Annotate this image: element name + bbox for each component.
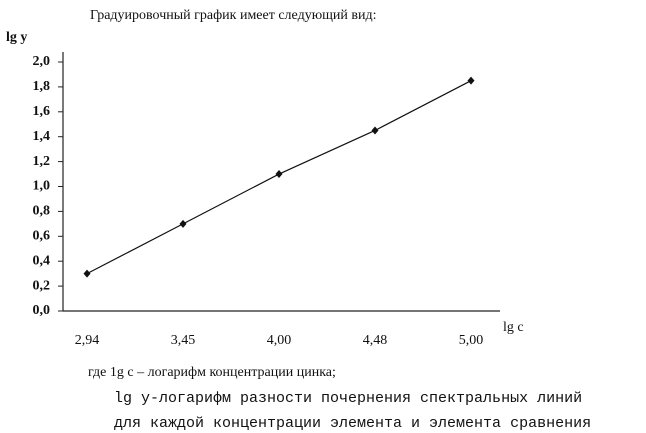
y-tick-label: 0,4 [33,253,51,268]
x-tick-label: 4,00 [267,333,292,348]
y-tick-label: 1,0 [33,179,51,194]
y-tick-label: 0,0 [33,303,51,318]
marker [468,77,475,85]
x-tick-label: 3,45 [171,333,196,348]
x-axis-label: lg c [503,320,524,335]
note: для каждой концентрации элемента и элеме… [114,415,591,432]
x-tick-label: 5,00 [459,333,484,348]
y-tick-label: 0,2 [33,278,51,293]
y-tick-label: 1,6 [33,104,51,119]
y-tick-label: 1,4 [33,129,51,144]
note: где 1g c – логарифм концентрации цинка; [88,365,336,380]
page: Градуировочный график имеет следующий ви… [0,0,646,433]
y-tick-label: 1,8 [33,79,51,94]
y-tick-label: 1,2 [33,154,51,169]
y-axis-label: lg y [6,30,27,45]
x-tick-label: 2,94 [75,333,100,348]
marker [180,220,187,228]
heading: Градуировочный график имеет следующий ви… [90,8,377,23]
y-tick-label: 0,6 [33,229,51,244]
x-tick-label: 4,48 [363,333,388,348]
marker [276,170,283,178]
y-tick-label: 0,8 [33,204,51,219]
marker [372,126,379,134]
marker [84,270,91,278]
note: lg y-логарифм разности почернения спектр… [114,390,582,407]
y-tick-label: 2,0 [33,54,51,69]
